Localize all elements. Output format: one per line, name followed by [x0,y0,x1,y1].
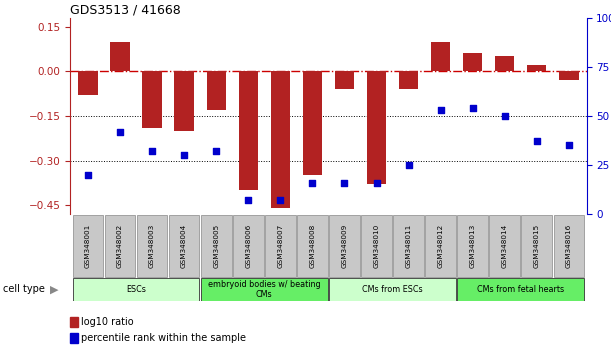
FancyBboxPatch shape [521,215,552,277]
Text: percentile rank within the sample: percentile rank within the sample [81,333,246,343]
Text: cell type: cell type [3,284,45,294]
Bar [335,71,354,89]
Text: CMs from ESCs: CMs from ESCs [362,285,423,294]
FancyBboxPatch shape [489,215,520,277]
Text: GSM348004: GSM348004 [181,224,187,268]
Point [83,172,93,178]
Bar [495,56,514,71]
Bar [527,65,546,71]
Text: GSM348008: GSM348008 [309,224,315,268]
Text: GSM348011: GSM348011 [406,224,412,268]
Text: GSM348002: GSM348002 [117,224,123,268]
Bar [367,71,386,184]
Bar [431,41,450,71]
FancyBboxPatch shape [554,215,584,277]
Point [211,148,221,154]
Text: GSM348014: GSM348014 [502,224,508,268]
Point [468,105,478,111]
FancyBboxPatch shape [201,215,232,277]
Text: GSM348006: GSM348006 [245,224,251,268]
Point [532,139,542,144]
Text: GSM348015: GSM348015 [534,224,540,268]
Text: GSM348013: GSM348013 [470,224,476,268]
FancyBboxPatch shape [297,215,327,277]
FancyBboxPatch shape [425,215,456,277]
Text: CMs from fetal hearts: CMs from fetal hearts [477,285,565,294]
FancyBboxPatch shape [73,278,200,301]
FancyBboxPatch shape [457,278,584,301]
FancyBboxPatch shape [393,215,424,277]
Bar [175,71,194,131]
Text: GSM348005: GSM348005 [213,224,219,268]
Text: GDS3513 / 41668: GDS3513 / 41668 [70,4,181,17]
Text: GSM348009: GSM348009 [342,224,348,268]
Bar [142,71,162,128]
Bar [111,41,130,71]
FancyBboxPatch shape [137,215,167,277]
Text: GSM348007: GSM348007 [277,224,284,268]
FancyBboxPatch shape [201,278,327,301]
FancyBboxPatch shape [457,215,488,277]
Text: GSM348012: GSM348012 [437,224,444,268]
Text: log10 ratio: log10 ratio [81,317,133,327]
Text: GSM348010: GSM348010 [373,224,379,268]
Point [307,180,317,185]
Text: ESCs: ESCs [126,285,146,294]
Text: GSM348001: GSM348001 [85,224,91,268]
Bar [239,71,258,190]
Point [115,129,125,135]
Point [147,148,157,154]
FancyBboxPatch shape [329,215,360,277]
Bar [207,71,226,110]
Text: embryoid bodies w/ beating
CMs: embryoid bodies w/ beating CMs [208,280,321,299]
Text: GSM348003: GSM348003 [149,224,155,268]
Point [436,107,445,113]
Point [564,143,574,148]
Point [371,180,381,185]
Text: ▶: ▶ [49,284,58,294]
FancyBboxPatch shape [73,215,103,277]
Bar [78,71,98,95]
Text: GSM348016: GSM348016 [566,224,572,268]
Bar [271,71,290,208]
Point [500,113,510,119]
Point [179,152,189,158]
FancyBboxPatch shape [265,215,296,277]
FancyBboxPatch shape [233,215,263,277]
Point [340,180,349,185]
FancyBboxPatch shape [361,215,392,277]
Point [243,198,253,203]
Point [404,162,414,168]
FancyBboxPatch shape [169,215,200,277]
FancyBboxPatch shape [104,215,136,277]
Bar [559,71,579,80]
Point [276,198,285,203]
Bar [303,71,322,176]
Bar [463,53,482,71]
Bar [399,71,418,89]
FancyBboxPatch shape [329,278,456,301]
